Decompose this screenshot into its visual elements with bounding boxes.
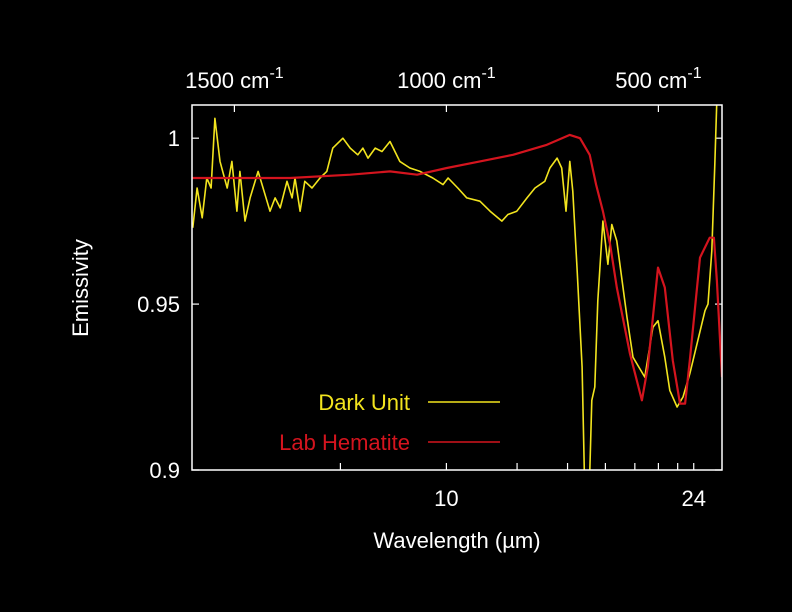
plot-frame [191,104,723,471]
y-axis-label: Emissivity [68,239,93,337]
legend-label-lab-hematite: Lab Hematite [279,430,410,455]
series-line-lab-hematite [192,133,722,405]
bottom-tick-label: 10 [434,486,458,511]
y-tick-label: 1 [168,126,180,151]
y-tick-label: 0.9 [149,458,180,483]
x-axis-label: Wavelength (µm) [373,528,540,553]
top-tick-label: 1500 cm-1 [185,65,284,93]
top-tick-label: 500 cm-1 [615,65,701,93]
bottom-tick-label: 24 [681,486,705,511]
y-tick-label: 0.95 [137,292,180,317]
legend-label-dark-unit: Dark Unit [318,390,410,415]
legend: Dark Unit Lab Hematite [279,390,500,455]
series-line-dark-unit [192,105,718,470]
top-tick-label: 1000 cm-1 [397,65,496,93]
